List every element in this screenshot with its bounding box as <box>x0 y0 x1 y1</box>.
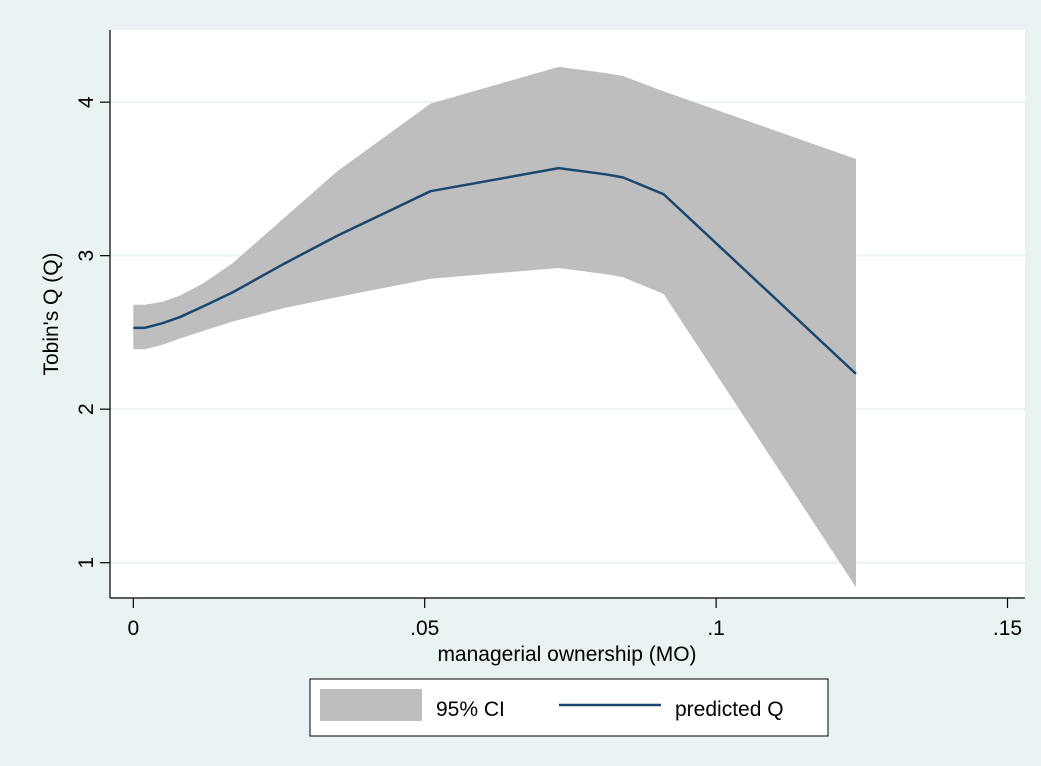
predicted-q-line <box>133 166 857 375</box>
legend: 95% CI predicted Q <box>309 678 829 737</box>
x-tick-label: .15 <box>993 617 1022 640</box>
y-tick-label: 2 <box>75 403 98 415</box>
y-tick-label: 3 <box>75 250 98 262</box>
y-tick-label: 4 <box>75 96 98 108</box>
x-tick-label: .05 <box>410 617 439 640</box>
legend-label-predicted: predicted Q <box>675 698 784 721</box>
x-tick-label: 0 <box>127 617 139 640</box>
y-tick-label: 1 <box>75 557 98 569</box>
y-axis-label: Tobin's Q (Q) <box>40 252 63 375</box>
ci-band-area <box>133 66 856 588</box>
x-axis-label: managerial ownership (MO) <box>437 643 696 666</box>
legend-label-ci: 95% CI <box>436 698 505 721</box>
x-tick-label: .1 <box>707 617 725 640</box>
legend-swatch-ci-band <box>320 689 422 721</box>
axes: 0 .05 .1 .15 1 2 3 4 <box>75 30 1025 640</box>
data-layer <box>133 66 857 588</box>
